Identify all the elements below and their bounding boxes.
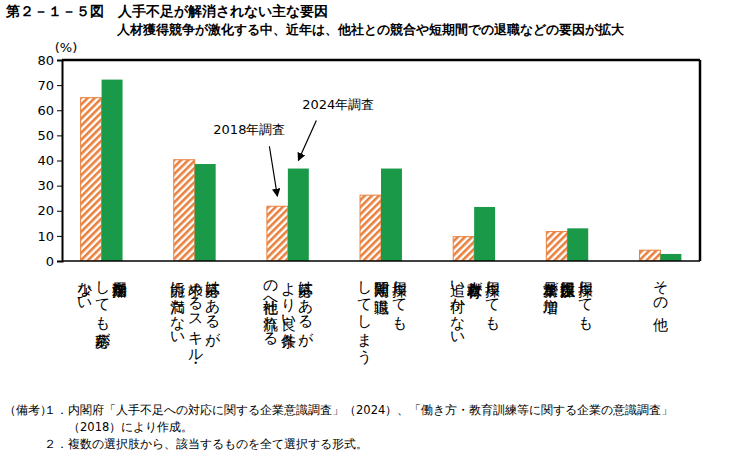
x-tick-label: 採用しても採用数以上に業務量が増加	[541, 271, 593, 331]
y-tick: 0	[46, 254, 62, 269]
y-axis: 0 10 20 30 40 50 60 70 80	[37, 53, 62, 269]
bars	[81, 80, 682, 261]
bar	[546, 232, 567, 261]
y-tick: 60	[37, 103, 62, 118]
y-tick-mark	[57, 60, 62, 61]
note-line: ２．複数の選択肢から、該当するものを全て選択する形式。	[44, 437, 368, 451]
x-tick-label: 応募はあるが、求めるスキル・能力に満たない	[169, 271, 220, 364]
y-tick-label: 60	[37, 103, 54, 118]
bar	[174, 160, 195, 261]
note-line: （2018）により作成。	[68, 420, 193, 434]
bar	[453, 237, 474, 261]
bar-series	[81, 98, 661, 261]
y-tick: 70	[37, 78, 62, 93]
bar	[381, 169, 402, 261]
y-tick-label: 80	[37, 53, 54, 68]
y-tick: 30	[37, 178, 62, 193]
y-tick-label: 0	[46, 254, 54, 269]
y-tick-mark	[57, 85, 62, 86]
bar	[195, 164, 216, 261]
note-line: １．内閣府「人手不足への対応に関する企業意識調査」（2024）、「働き方・教育訓…	[44, 403, 673, 417]
bar	[660, 254, 681, 261]
series-arrow	[298, 121, 316, 161]
y-tick: 40	[37, 153, 62, 168]
x-tick-label: 応募はあるが、より良い条件の他社へ流れる	[262, 271, 313, 353]
frame-top	[62, 59, 700, 62]
subtitle: 人材獲得競争が激化する中、近年は、他社との競合や短期間での退職などの要因が拡大	[116, 22, 625, 37]
x-tick-label: 採用しても人材教育が追い付かない	[449, 271, 500, 342]
bar-series	[102, 80, 682, 261]
frame-right	[699, 60, 702, 261]
y-tick: 20	[37, 203, 62, 218]
bar	[360, 195, 381, 261]
x-tick-label: 採用しても短期間で退職してしまう	[356, 271, 407, 365]
bar	[288, 169, 309, 261]
bar	[267, 206, 288, 261]
y-tick-mark	[57, 261, 62, 262]
bar	[102, 80, 123, 261]
plot-frame	[62, 60, 700, 261]
bar	[567, 228, 588, 261]
y-tick-label: 70	[37, 78, 54, 93]
x-axis-labels: 採用活動をしても応募が少ない応募はあるが、求めるスキル・能力に満たない応募はある…	[76, 271, 668, 365]
x-tick-label: その他	[652, 271, 668, 332]
x-axis-line	[62, 260, 700, 262]
series-label: 2018年調査	[213, 122, 285, 137]
bar	[639, 250, 660, 261]
notes: （備考）１．内閣府「人手不足への対応に関する企業意識調査」（2024）、「働き方…	[4, 403, 673, 451]
chart: 第２－１－５図 人手不足が解消されない主な要因人材獲得競争が激化する中、近年は、…	[0, 0, 740, 454]
y-axis-title: (%)	[55, 40, 78, 55]
series-arrow	[269, 146, 277, 196]
y-tick: 10	[37, 229, 62, 244]
y-axis-line	[57, 61, 63, 262]
y-tick-label: 50	[37, 128, 54, 143]
y-tick-mark	[57, 236, 62, 237]
y-tick-mark	[57, 186, 62, 187]
x-tick-label: 採用活動をしても応募が少ない	[76, 271, 127, 349]
y-tick-label: 40	[37, 153, 54, 168]
series-label: 2024年調査	[302, 97, 374, 112]
y-tick-mark	[57, 161, 62, 162]
y-tick: 50	[37, 128, 62, 143]
bar	[474, 207, 495, 261]
y-tick-label: 10	[37, 229, 54, 244]
series-annotations: 2018年調査 2024年調査	[213, 97, 374, 197]
title: 第２－１－５図 人手不足が解消されない主な要因	[5, 3, 328, 19]
y-tick-label: 30	[37, 178, 54, 193]
y-tick-mark	[57, 211, 62, 212]
y-tick-mark	[57, 110, 62, 111]
y-tick-mark	[57, 135, 62, 136]
y-tick-label: 20	[37, 203, 54, 218]
bar	[81, 98, 102, 261]
